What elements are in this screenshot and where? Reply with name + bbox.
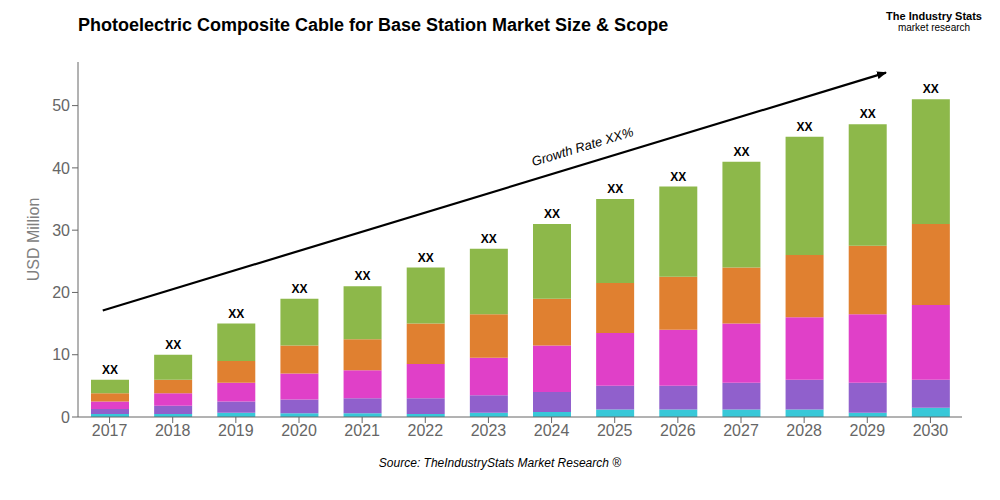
svg-text:2030: 2030 [913,422,949,439]
html-text:The Industry Stats: The Industry Stats [886,10,982,22]
svg-text:XX: XX [797,120,813,134]
svg-text:20: 20 [52,284,70,301]
svg-text:Growth Rate XX%: Growth Rate XX% [530,124,635,169]
svg-text:XX: XX [418,251,434,265]
svg-text:2028: 2028 [786,422,822,439]
svg-text:2017: 2017 [92,422,128,439]
svg-text:XX: XX [165,338,181,352]
svg-text:2023: 2023 [471,422,507,439]
svg-text:XX: XX [481,232,497,246]
svg-text:2024: 2024 [534,422,570,439]
html-text:Photoelectric Composite Cable: Photoelectric Composite Cable for Base S… [78,15,669,35]
svg-text:XX: XX [670,170,686,184]
svg-text:40: 40 [52,160,70,177]
html-text:market research: market research [897,22,971,33]
svg-text:XX: XX [228,307,244,321]
svg-text:XX: XX [291,282,307,296]
svg-text:XX: XX [733,145,749,159]
svg-text:2018: 2018 [155,422,191,439]
svg-text:2027: 2027 [723,422,759,439]
svg-text:10: 10 [52,346,70,363]
svg-text:2029: 2029 [849,422,885,439]
svg-text:2020: 2020 [281,422,317,439]
svg-text:50: 50 [52,97,70,114]
svg-text:XX: XX [860,107,876,121]
svg-text:XX: XX [544,207,560,221]
svg-text:XX: XX [102,363,118,377]
svg-text:2025: 2025 [597,422,633,439]
svg-text:0: 0 [61,409,70,426]
svg-text:2022: 2022 [407,422,443,439]
svg-text:30: 30 [52,222,70,239]
svg-text:2026: 2026 [660,422,696,439]
svg-text:XX: XX [355,269,371,283]
svg-text:USD Million: USD Million [25,198,42,282]
svg-text:XX: XX [923,82,939,96]
svg-text:2021: 2021 [344,422,380,439]
html-text:Source: TheIndustryStats Marke: Source: TheIndustryStats Market Research… [378,456,622,470]
svg-text:XX: XX [607,182,623,196]
svg-text:2019: 2019 [218,422,254,439]
